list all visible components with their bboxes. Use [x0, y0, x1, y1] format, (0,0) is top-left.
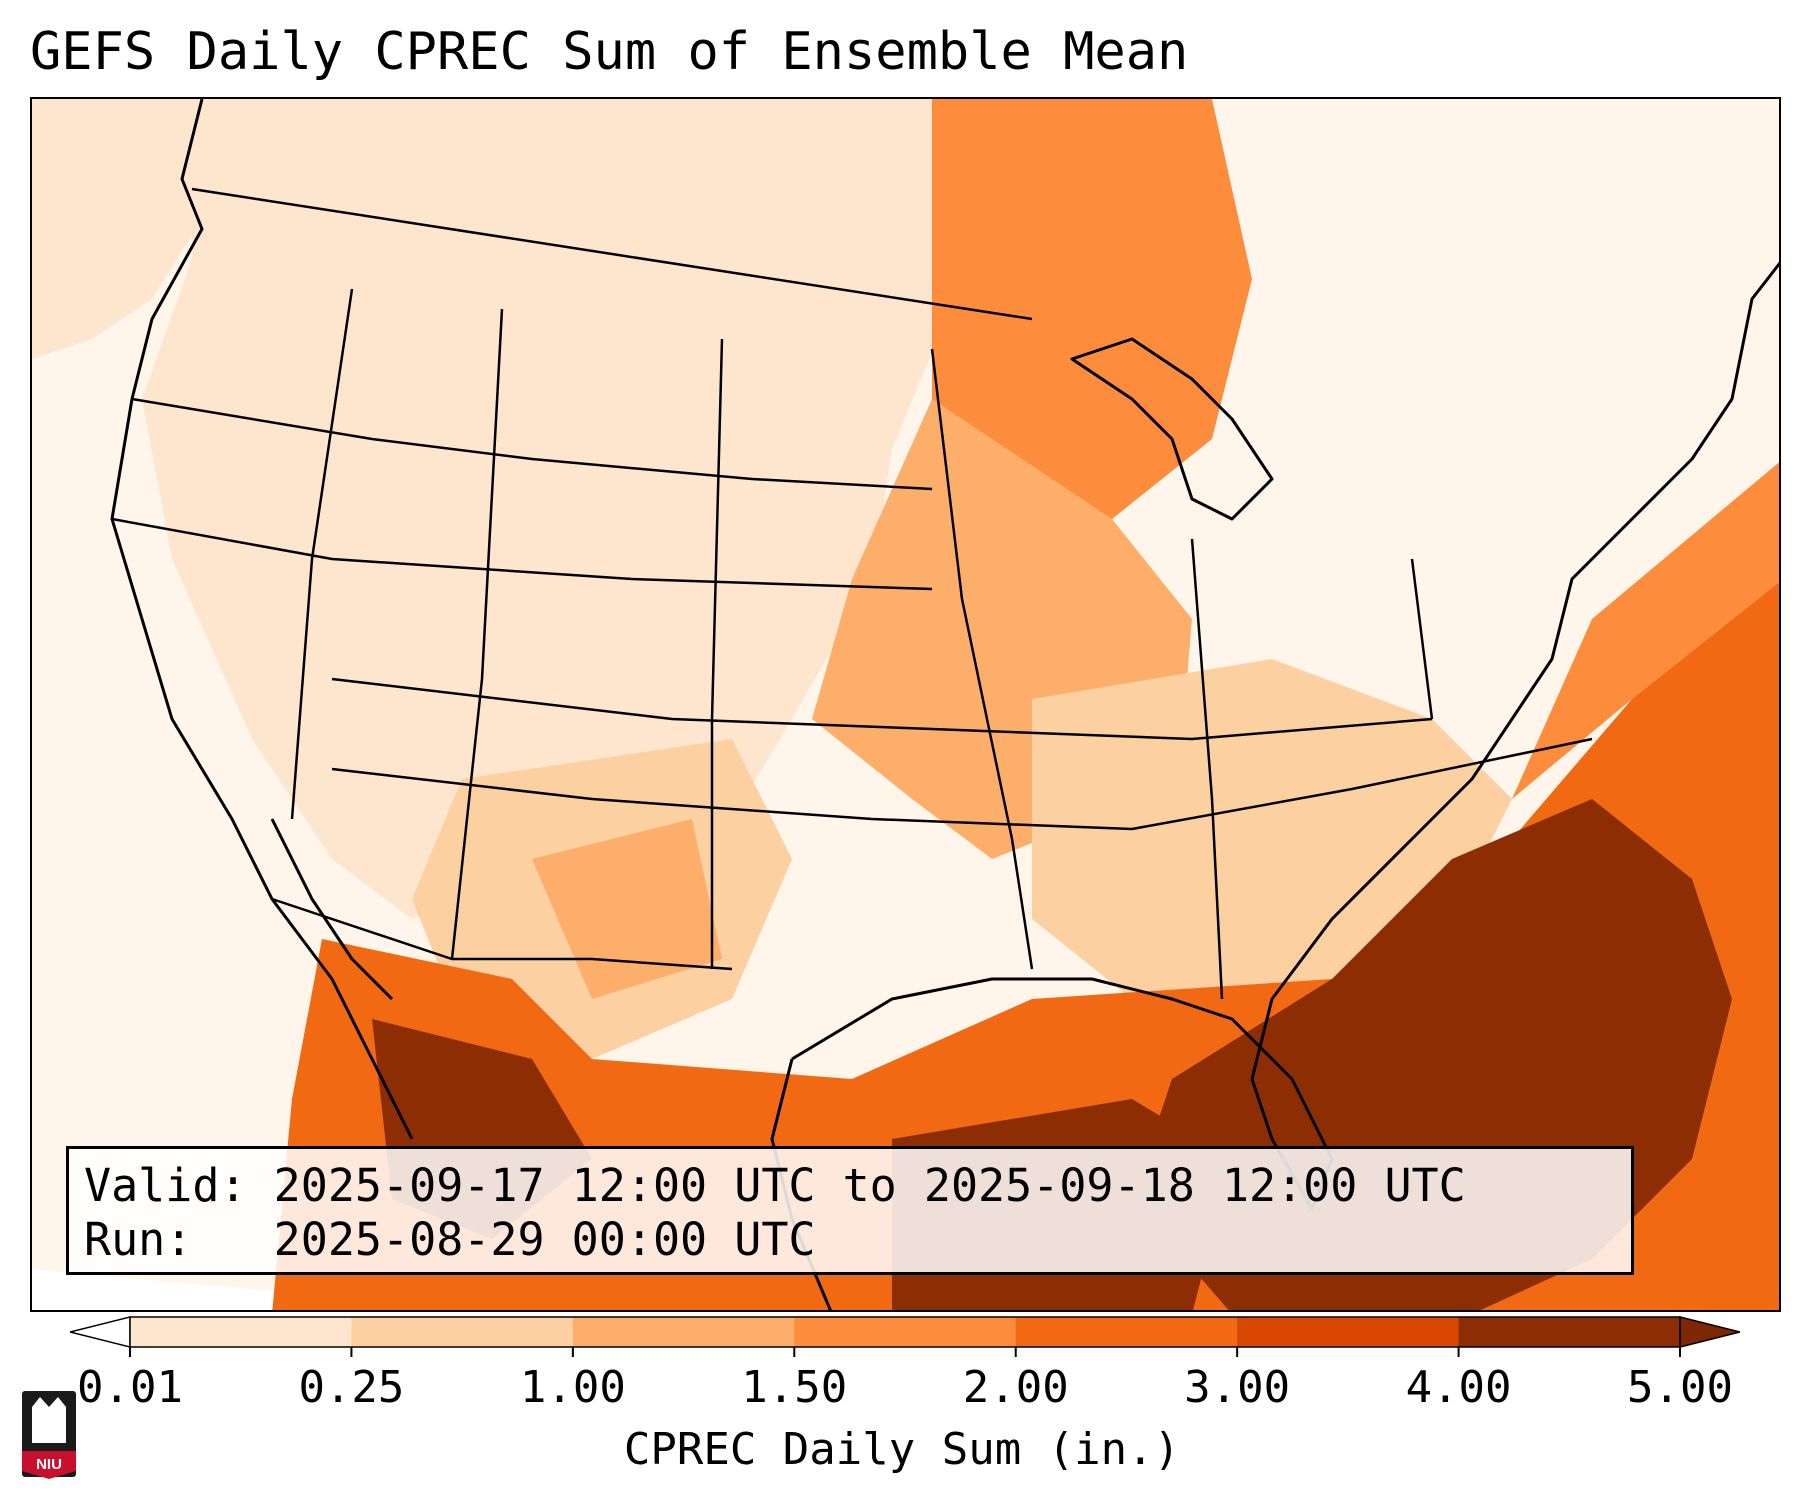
coastlines: [110, 99, 1779, 1310]
shade-west-interior: [142, 99, 942, 919]
colorbar-tick-label: 0.25: [298, 1362, 405, 1413]
colorbar-outline: [129, 1316, 1681, 1348]
state-boundaries: [111, 187, 1593, 1000]
run-value: 2025-08-29 00:00 UTC: [273, 1213, 816, 1266]
colorbar-fill: [70, 1316, 1740, 1348]
colorbar-segment: [572, 1317, 795, 1347]
pacific-coastline: [110, 99, 414, 1140]
colorbar-tick-label: 1.50: [741, 1362, 848, 1413]
boundary-line-1: [131, 397, 933, 491]
info-box: Valid: 2025-09-17 12:00 UTC to 2025-09-1…: [66, 1146, 1634, 1275]
boundary-line-3: [331, 677, 1433, 741]
boundary-line-4: [331, 737, 1593, 831]
shade-southeast: [1032, 659, 1512, 999]
colorbar-under-extension: [70, 1316, 131, 1348]
colorbar: [70, 1316, 1740, 1357]
boundary-line-6: [450, 308, 504, 960]
colorbar-segment: [1015, 1317, 1238, 1347]
shade-pacific-northwest: [32, 99, 212, 359]
valid-value: 2025-09-17 12:00 UTC to 2025-09-18 12:00…: [273, 1159, 1466, 1212]
map-canvas: [32, 99, 1779, 1310]
niu-logo: NIU: [22, 1391, 76, 1479]
colorbar-segment: [1458, 1317, 1681, 1347]
colorbar-tick-label: 3.00: [1184, 1362, 1291, 1413]
logo-building: [32, 1407, 66, 1443]
colorbar-segment: [351, 1317, 574, 1347]
baja-coastline: [270, 818, 394, 1001]
map-title: GEFS Daily CPREC Sum of Ensemble Mean: [30, 22, 1189, 82]
shade-new-mexico: [532, 819, 722, 999]
colorbar-ticks: [129, 1347, 1681, 1357]
colorbar-segment: [794, 1317, 1017, 1347]
boundary-line-5: [290, 288, 354, 820]
colorbar-tick-label: 0.01: [77, 1362, 183, 1413]
colorbar-tick-label: 1.00: [519, 1362, 626, 1413]
shade-atlantic-offshore: [1512, 462, 1779, 799]
boundary-line-7: [710, 338, 724, 969]
great-lakes-outline: [1070, 337, 1274, 521]
precipitation-map: [30, 97, 1781, 1312]
boundary-line-9: [1190, 538, 1224, 1000]
colorbar-over-extension: [1679, 1316, 1740, 1348]
logo-tower-icon: [32, 1397, 66, 1407]
boundary-line-10: [1410, 558, 1434, 720]
colorbar-tick-label: 5.00: [1627, 1362, 1733, 1413]
colorbar-tick-label: 2.00: [962, 1362, 1069, 1413]
logo-band: [22, 1451, 76, 1479]
atlantic-coastline: [1250, 261, 1779, 1080]
us-canada-border: [191, 187, 1033, 321]
colorbar-segment: [1237, 1317, 1460, 1347]
logo-text: NIU: [36, 1456, 62, 1473]
boundary-line-2: [111, 517, 933, 591]
boundary-line-8: [930, 348, 1034, 970]
valid-label: Valid:: [84, 1159, 247, 1212]
colorbar-label: CPREC Daily Sum (in.): [623, 1424, 1181, 1475]
colorbar-tick-label: 4.00: [1405, 1362, 1512, 1413]
colorbar-segment: [130, 1317, 352, 1347]
us-mexico-border: [271, 897, 733, 971]
run-label: Run:: [84, 1213, 193, 1266]
